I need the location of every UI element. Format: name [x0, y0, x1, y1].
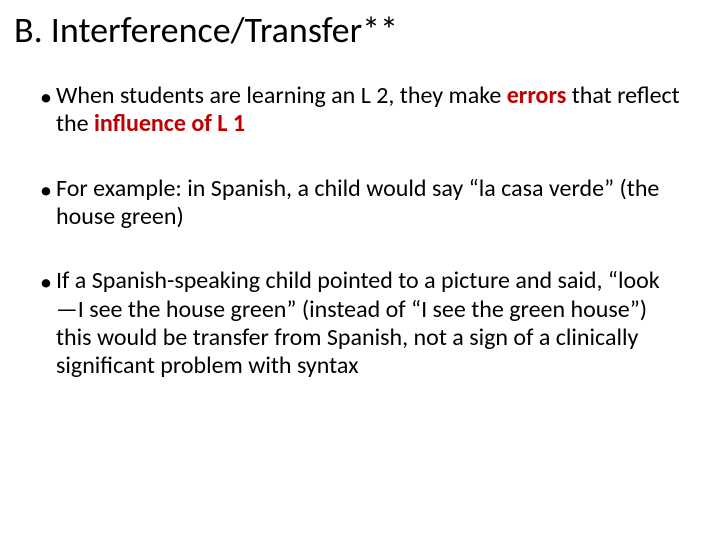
bullet-item: • When students are learning an L 2, the…	[40, 82, 680, 139]
text-run: When students are learning an L 2, they …	[56, 81, 507, 110]
bullet-item: • For example: in Spanish, a child would…	[40, 175, 680, 232]
bullet-text: For example: in Spanish, a child would s…	[56, 175, 680, 232]
emphasis-text: influence of L 1	[94, 109, 245, 138]
bullet-marker: •	[40, 82, 56, 139]
bullet-item: • If a Spanish-speaking child pointed to…	[40, 267, 680, 380]
bullet-marker: •	[40, 267, 56, 380]
bullet-text: When students are learning an L 2, they …	[56, 82, 680, 139]
emphasis-text: errors	[507, 81, 567, 110]
slide-title: B. Interference/Transfer**	[0, 0, 720, 60]
bullet-text: If a Spanish-speaking child pointed to a…	[56, 267, 680, 380]
slide: B. Interference/Transfer** • When studen…	[0, 0, 720, 540]
slide-body: • When students are learning an L 2, the…	[0, 60, 720, 381]
bullet-marker: •	[40, 175, 56, 232]
